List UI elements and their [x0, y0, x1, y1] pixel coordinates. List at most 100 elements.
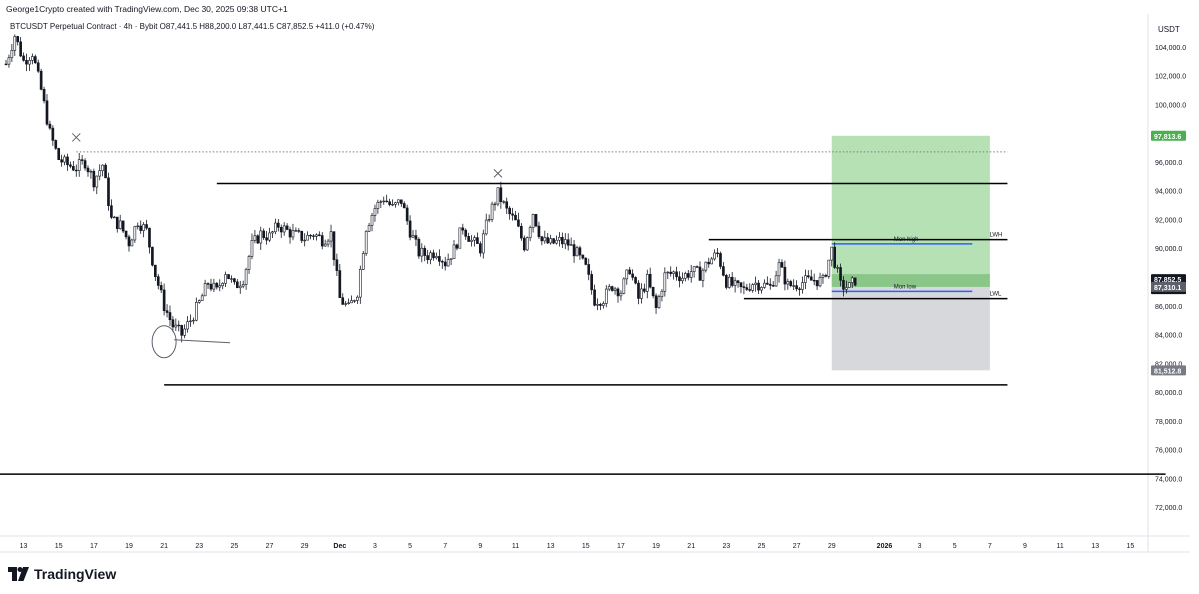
candle-body-up: [763, 282, 766, 288]
candle: [323, 239, 327, 247]
candle-body-up: [446, 259, 450, 267]
candle-body-down: [83, 160, 87, 169]
lwl-line-label: LWL: [989, 292, 1002, 298]
candle: [338, 264, 342, 298]
candle-body-down: [789, 281, 793, 286]
horizontal-levels: LWH LWL Mon high Mon low: [0, 151, 1166, 475]
candle: [537, 221, 541, 240]
candle: [414, 229, 418, 247]
candle-body-down: [22, 55, 25, 61]
candle: [274, 218, 277, 235]
candle-body-up: [786, 281, 790, 285]
time-tick-label: 29: [301, 543, 309, 550]
price-tick-label: 100,000.0: [1155, 102, 1186, 109]
candle: [344, 300, 347, 307]
candle: [77, 152, 81, 177]
candle-body-up: [525, 237, 529, 251]
candle-body-down: [467, 236, 470, 242]
candle: [818, 272, 822, 288]
candle-body-down: [686, 273, 690, 278]
candle: [584, 257, 588, 266]
candle-body-down: [156, 276, 160, 286]
candle: [517, 212, 520, 228]
candle-body-up: [394, 202, 397, 205]
lwh-line-label: LWH: [989, 233, 1002, 239]
candle-body-up: [845, 287, 848, 290]
candle: [484, 213, 488, 236]
candle-body-down: [678, 276, 681, 282]
candle: [101, 164, 104, 177]
candle-body-down: [514, 214, 517, 221]
candle-body-down: [57, 148, 61, 160]
candle: [370, 213, 374, 232]
candle: [546, 233, 550, 244]
candle: [757, 280, 760, 294]
candle: [10, 43, 14, 63]
candle: [587, 258, 591, 281]
candle-body-down: [610, 286, 614, 291]
time-tick-label: 25: [758, 543, 766, 550]
candle-body-up: [7, 57, 11, 65]
candle-body-up: [622, 278, 626, 294]
candle: [496, 187, 500, 207]
candle: [402, 201, 406, 209]
candle-body-down: [145, 224, 148, 229]
candle-body-up: [98, 170, 102, 177]
candle-body-down: [716, 252, 719, 255]
candle: [51, 125, 55, 146]
candle-body-down: [508, 207, 511, 215]
candle: [575, 245, 579, 257]
price-tag-bg: [1151, 365, 1186, 376]
candle-body-up: [192, 319, 195, 322]
candle-body-up: [663, 272, 667, 292]
time-tick-label: 5: [408, 543, 412, 550]
candle: [197, 299, 201, 304]
price-tick-label: 102,000.0: [1155, 74, 1186, 81]
candle: [528, 225, 532, 242]
candle-body-down: [110, 205, 113, 218]
candle: [215, 281, 219, 290]
candle-body-up: [221, 283, 225, 287]
candle-body-down: [139, 225, 143, 231]
candle-body-up: [774, 275, 778, 287]
time-tick-label: 25: [231, 543, 239, 550]
candle-body-up: [458, 227, 462, 249]
price-tag: 81,512.8: [1151, 365, 1186, 376]
candle: [171, 316, 175, 333]
candle-body-down: [33, 56, 37, 64]
candle: [326, 238, 330, 248]
candle-body-up: [212, 282, 216, 290]
candle-body-up: [607, 286, 611, 290]
candle-body-down: [285, 225, 289, 230]
candle: [373, 204, 377, 222]
candle-body-up: [230, 278, 233, 280]
candle-body-down: [69, 164, 72, 167]
candle-body-up: [130, 239, 134, 247]
candle: [833, 242, 837, 270]
candle-body-up: [818, 277, 822, 287]
candle: [508, 206, 511, 220]
candle-body-up: [186, 321, 189, 330]
candle: [221, 282, 225, 290]
candle: [388, 198, 391, 207]
candle-body-down: [476, 237, 479, 244]
candle: [481, 229, 485, 259]
tradingview-brand[interactable]: TradingView: [8, 566, 116, 582]
candle: [440, 259, 444, 269]
candle: [54, 139, 58, 151]
time-tick-label: 7: [443, 543, 447, 550]
candle-body-up: [189, 320, 192, 323]
candle: [768, 278, 772, 290]
candle: [148, 227, 151, 254]
candle-body-down: [399, 199, 403, 204]
candle: [180, 324, 184, 343]
candle: [39, 68, 43, 91]
candle: [300, 230, 304, 244]
candle: [162, 283, 166, 316]
candle: [288, 226, 292, 244]
candle: [842, 276, 845, 297]
candle: [804, 269, 807, 289]
candle-body-down: [294, 230, 298, 232]
